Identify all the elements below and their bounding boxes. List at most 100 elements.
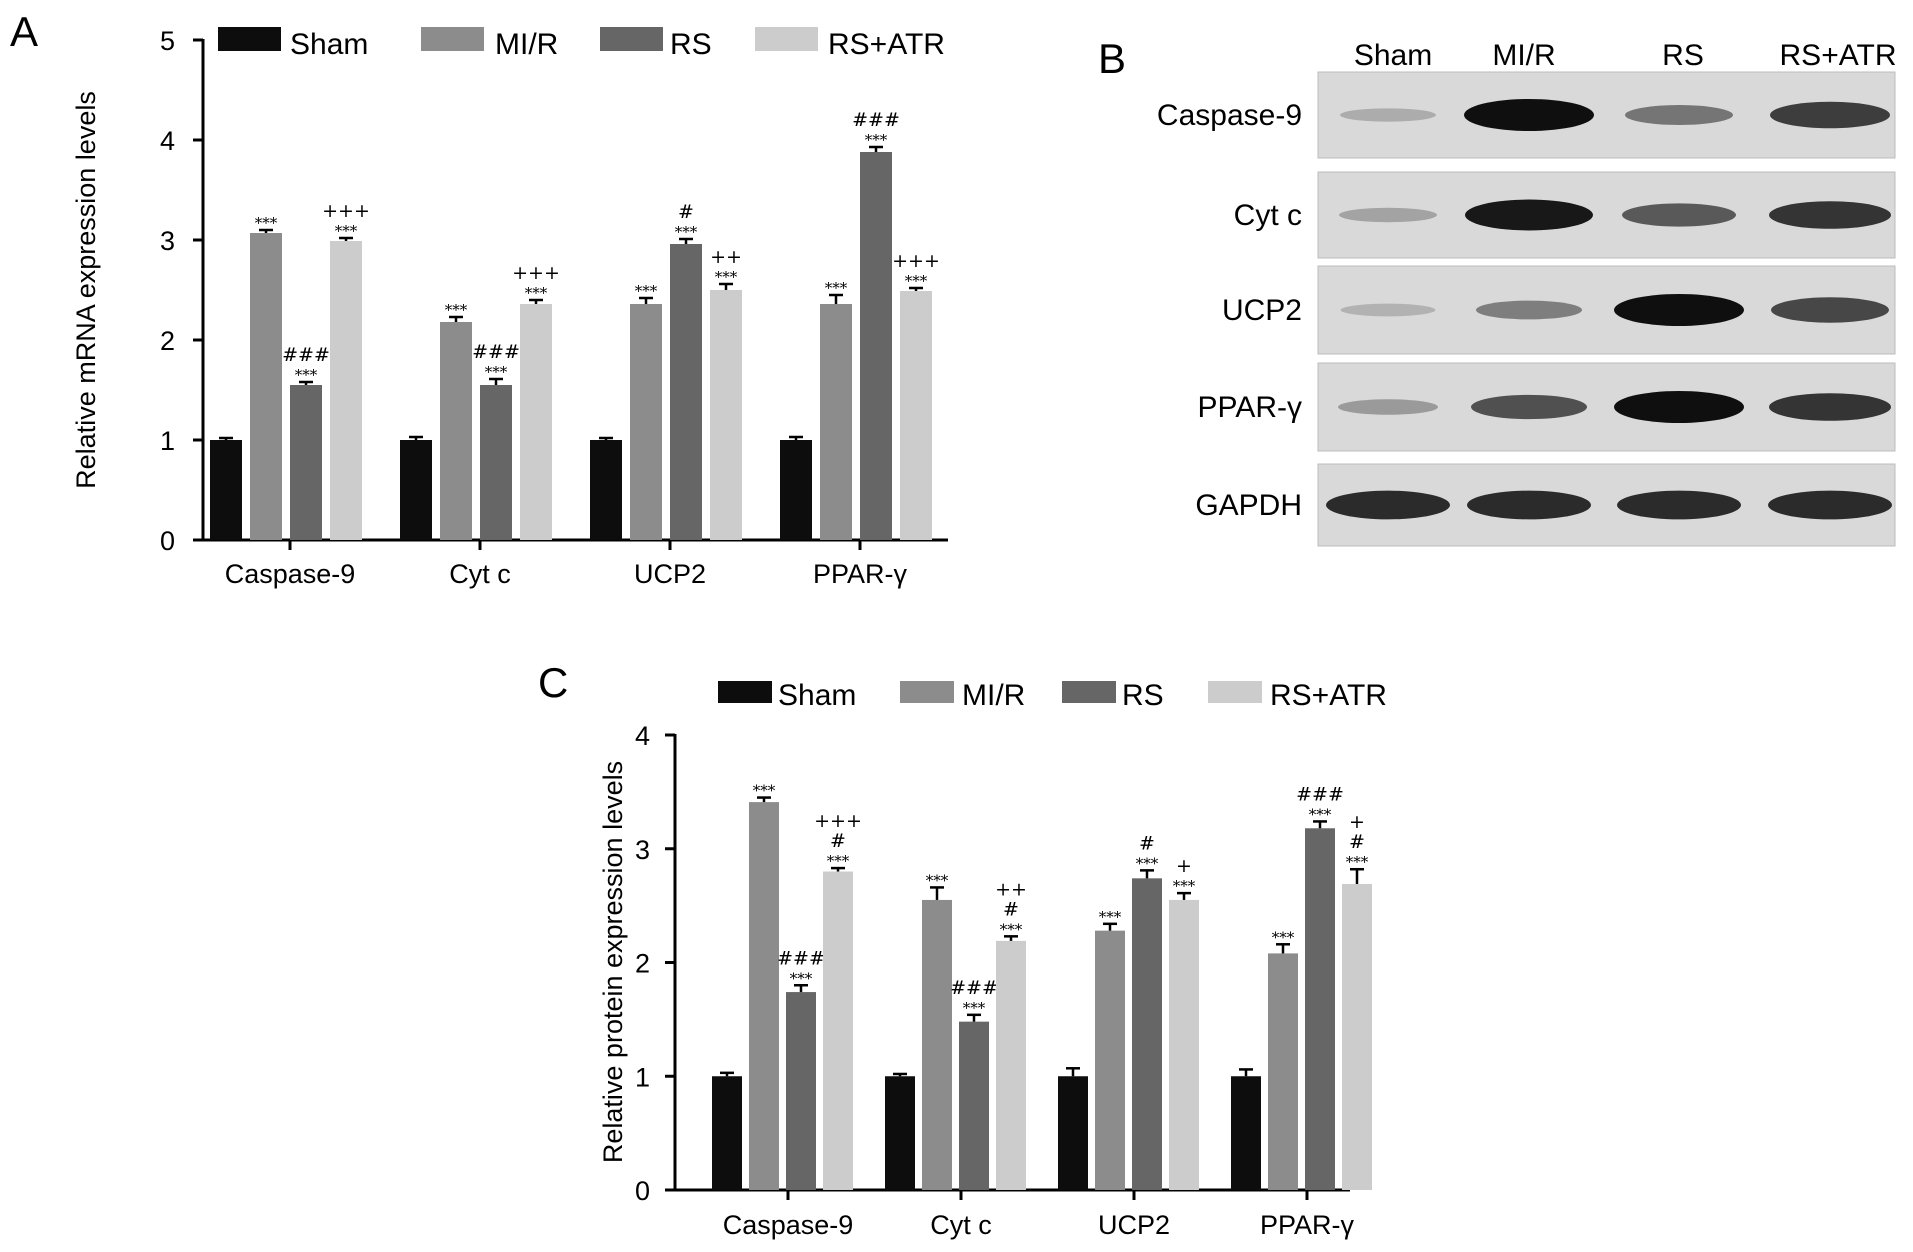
mrna-legend-swatch xyxy=(755,27,818,51)
panel-b-letter: B xyxy=(1098,35,1126,82)
protein-x-tick-label: UCP2 xyxy=(1098,1210,1170,1240)
protein-bar xyxy=(712,1076,742,1190)
protein-significance-label: ++ xyxy=(995,878,1027,900)
blot-band xyxy=(1340,303,1436,317)
mrna-significance-label: *** xyxy=(905,272,928,290)
protein-significance-label: +++ xyxy=(814,810,862,832)
mrna-y-tick-label: 0 xyxy=(160,526,175,556)
protein-y-tick-label: 0 xyxy=(635,1176,650,1206)
protein-significance-label: *** xyxy=(790,969,813,987)
protein-y-tick-label: 1 xyxy=(635,1062,650,1092)
protein-bar xyxy=(1268,953,1298,1190)
protein-bar xyxy=(959,1021,989,1190)
mrna-y-tick-label: 2 xyxy=(160,326,175,356)
blot-band xyxy=(1339,207,1437,223)
blot-band xyxy=(1471,394,1587,420)
mrna-x-tick-label: Caspase-9 xyxy=(225,559,356,589)
mrna-significance-label: *** xyxy=(675,223,698,241)
blot-lane-label: MI/R xyxy=(1492,39,1555,72)
protein-significance-label: *** xyxy=(827,852,850,870)
mrna-significance-label: ++ xyxy=(710,246,742,268)
protein-bar xyxy=(823,871,853,1190)
blot-band xyxy=(1476,300,1582,320)
mrna-significance-label: ### xyxy=(282,344,330,366)
protein-y-tick-label: 3 xyxy=(635,835,650,865)
protein-significance-label: *** xyxy=(1136,854,1159,872)
protein-significance-label: *** xyxy=(1309,805,1332,823)
protein-y-axis-label: Relative protein expression levels xyxy=(598,761,628,1163)
blot-lane-label: Sham xyxy=(1354,39,1432,72)
mrna-bar xyxy=(710,290,742,540)
mrna-significance-label: +++ xyxy=(322,200,370,222)
panel-c-letter: C xyxy=(538,659,568,706)
protein-significance-label: *** xyxy=(1272,928,1295,946)
blot-row-label: PPAR-γ xyxy=(1198,391,1302,424)
mrna-x-tick-label: Cyt c xyxy=(449,559,511,589)
blot-band xyxy=(1464,99,1594,131)
protein-significance-label: *** xyxy=(1173,877,1196,895)
protein-legend-label: Sham xyxy=(778,679,856,712)
protein-legend-swatch xyxy=(1062,681,1116,703)
protein-significance-label: ### xyxy=(1296,783,1344,805)
protein-legend-swatch xyxy=(1208,681,1262,703)
protein-significance-label: *** xyxy=(1000,920,1023,938)
mrna-legend-label: RS+ATR xyxy=(828,28,945,61)
protein-bar xyxy=(1095,930,1125,1190)
mrna-bar xyxy=(480,385,512,540)
blot-band xyxy=(1326,490,1450,520)
blot-lane-label: RS xyxy=(1662,39,1704,72)
protein-legend-label: RS+ATR xyxy=(1270,679,1387,712)
mrna-x-tick-label: PPAR-γ xyxy=(813,559,908,589)
protein-bar xyxy=(885,1076,915,1190)
blot-row-label: Cyt c xyxy=(1234,199,1302,232)
blot-band xyxy=(1614,294,1744,326)
blot-row-label: GAPDH xyxy=(1195,489,1302,522)
mrna-bar xyxy=(860,152,892,540)
protein-y-tick-label: 2 xyxy=(635,949,650,979)
protein-significance-label: ### xyxy=(950,977,998,999)
mrna-bar xyxy=(290,385,322,540)
mrna-bar xyxy=(520,304,552,540)
mrna-bar xyxy=(400,440,432,540)
mrna-significance-label: # xyxy=(678,201,694,223)
protein-bar xyxy=(996,940,1026,1190)
protein-bar xyxy=(922,899,952,1190)
protein-legend-label: MI/R xyxy=(962,679,1025,712)
protein-x-tick-label: PPAR-γ xyxy=(1260,1210,1355,1240)
blot-row-label: UCP2 xyxy=(1222,294,1302,327)
mrna-significance-label: *** xyxy=(715,268,738,286)
mrna-y-axis-label: Relative mRNA expression levels xyxy=(71,91,101,489)
mrna-legend-swatch xyxy=(421,27,484,51)
mrna-y-tick-label: 3 xyxy=(160,226,175,256)
mrna-bar-chart: 0 1 2 3 4 5 Relative mRNA expression levels Cas… xyxy=(71,26,948,589)
protein-significance-label: *** xyxy=(1346,853,1369,871)
mrna-bar xyxy=(780,440,812,540)
protein-x-tick-label: Caspase-9 xyxy=(723,1210,854,1240)
blot-band xyxy=(1338,399,1438,415)
protein-legend-swatch xyxy=(900,681,954,703)
blot-band xyxy=(1340,108,1436,122)
protein-significance-label: # xyxy=(1139,832,1155,854)
mrna-legend-swatch xyxy=(600,27,663,51)
protein-bar xyxy=(1132,878,1162,1190)
blot-band xyxy=(1769,393,1891,421)
mrna-y-tick-label: 5 xyxy=(160,26,175,56)
mrna-bar xyxy=(900,291,932,540)
mrna-significance-label: *** xyxy=(255,214,278,232)
mrna-significance-label: *** xyxy=(335,222,358,240)
mrna-significance-label: *** xyxy=(635,282,658,300)
protein-significance-label: # xyxy=(830,830,846,852)
mrna-x-tick-label: UCP2 xyxy=(634,559,706,589)
mrna-bar xyxy=(820,304,852,540)
mrna-significance-label: +++ xyxy=(512,262,560,284)
mrna-legend-swatch xyxy=(218,27,281,51)
mrna-significance-label: *** xyxy=(295,366,318,384)
mrna-bar xyxy=(630,304,662,540)
mrna-significance-label: *** xyxy=(485,363,508,381)
mrna-significance-label: ### xyxy=(852,109,900,131)
mrna-significance-label: *** xyxy=(865,131,888,149)
protein-bar xyxy=(786,992,816,1190)
protein-bar xyxy=(1342,884,1372,1190)
protein-significance-label: # xyxy=(1349,831,1365,853)
